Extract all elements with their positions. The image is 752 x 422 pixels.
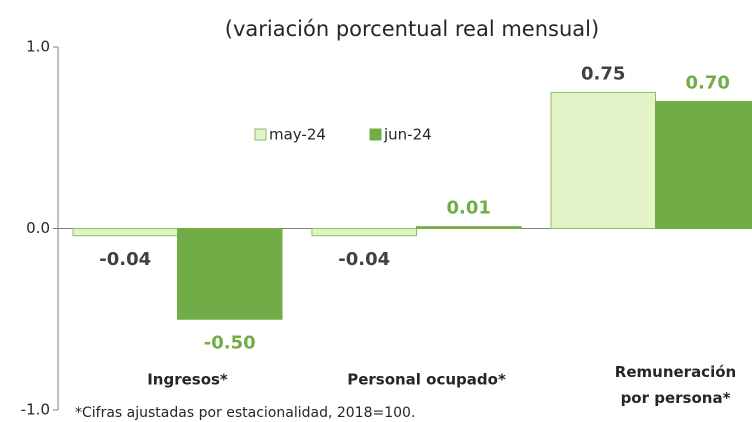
x-tick-label: Remuneración por persona* [615, 363, 736, 407]
footnote: *Cifras ajustadas por estacionalidad, 20… [75, 405, 415, 421]
bar [655, 100, 752, 229]
y-tick-label: -1.0 [21, 401, 50, 419]
y-tick-label: 0.0 [26, 219, 50, 237]
legend-swatch [369, 128, 382, 141]
bar [72, 228, 178, 237]
bar [311, 228, 417, 237]
value-label: 0.70 [686, 72, 730, 93]
bar [416, 226, 522, 229]
y-tick-label: 1.0 [26, 38, 50, 56]
value-label: -0.50 [204, 332, 256, 353]
bar [550, 91, 656, 229]
value-label: -0.04 [338, 249, 390, 270]
chart-title: (variación porcentual real mensual) [225, 17, 599, 41]
legend-label: may-24 [269, 126, 326, 144]
x-tick-label: Personal ocupado* [347, 371, 506, 389]
value-label: -0.04 [99, 249, 151, 270]
value-label: 0.01 [447, 198, 491, 219]
legend-label: jun-24 [383, 126, 432, 144]
value-label: 0.75 [581, 63, 625, 84]
x-tick-label: Ingresos* [147, 371, 228, 389]
bar [177, 228, 283, 320]
legend-swatch [254, 128, 267, 141]
